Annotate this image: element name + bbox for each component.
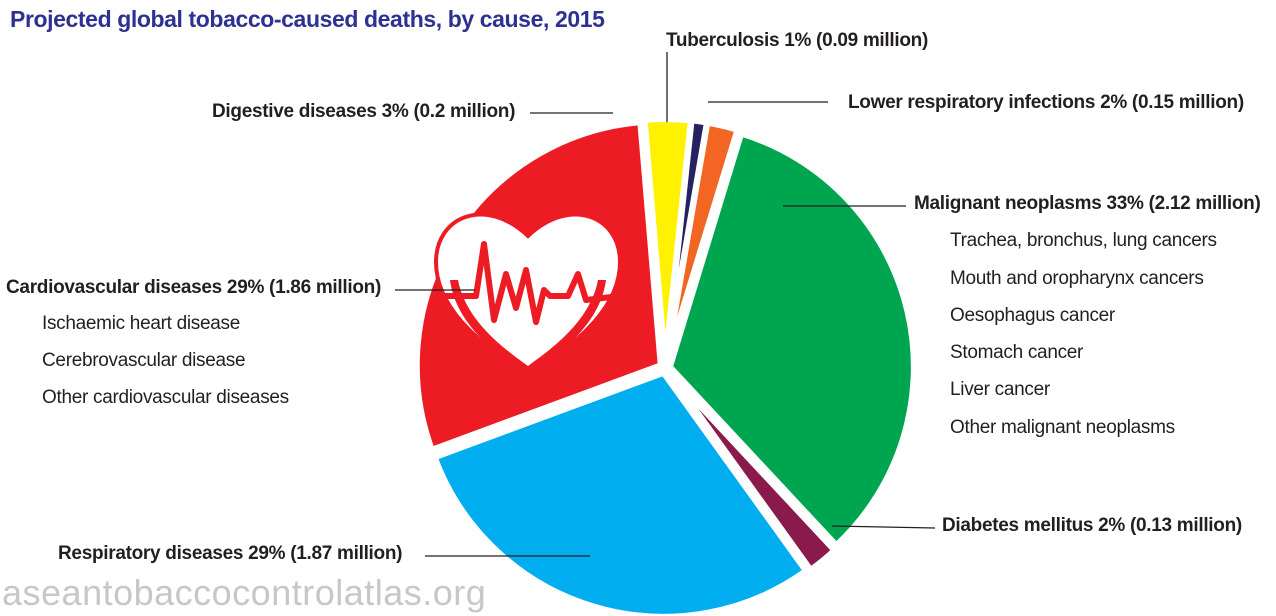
watermark: aseantobaccocontrolatlas.org <box>2 572 487 613</box>
label-cardiovascular: Cardiovascular diseases 29% (1.86 millio… <box>6 277 381 298</box>
cardiovascular-sub-item: Other cardiovascular diseases <box>42 387 289 408</box>
label-tuberculosis: Tuberculosis 1% (0.09 million) <box>666 30 928 51</box>
malignant-sub-item: Oesophagus cancer <box>950 305 1115 326</box>
leader-lines <box>395 52 936 557</box>
malignant-sub-item: Stomach cancer <box>950 342 1084 363</box>
label-diabetes: Diabetes mellitus 2% (0.13 million) <box>942 515 1242 536</box>
cardiovascular-sub-item: Cerebrovascular disease <box>42 350 246 371</box>
leader-line <box>831 525 936 529</box>
pie-slice-malignant-neoplasms <box>666 130 917 549</box>
pie-slice-respiratory-diseases <box>431 369 810 616</box>
label-malignant: Malignant neoplasms 33% (2.12 million) <box>914 193 1261 214</box>
malignant-sub-item: Mouth and oropharynx cancers <box>950 268 1204 289</box>
cardiovascular-sub-item: Ischaemic heart disease <box>42 313 240 334</box>
pie-slices <box>413 116 917 616</box>
label-digestive: Digestive diseases 3% (0.2 million) <box>212 101 516 122</box>
malignant-sub-item: Trachea, bronchus, lung cancers <box>950 230 1217 251</box>
chart-title: Projected global tobacco-caused deaths, … <box>10 6 605 32</box>
pie-slice-diabetes-mellitus <box>665 368 838 573</box>
pie-slice-lower-respiratory-infections <box>663 119 741 367</box>
malignant-sub-item: Other malignant neoplasms <box>950 417 1175 438</box>
label-lower-respiratory: Lower respiratory infections 2% (0.15 mi… <box>848 92 1244 113</box>
malignant-sub-item: Liver cancer <box>950 379 1050 400</box>
label-respiratory: Respiratory diseases 29% (1.87 million) <box>58 543 403 564</box>
heart-pulse-icon <box>433 212 623 381</box>
